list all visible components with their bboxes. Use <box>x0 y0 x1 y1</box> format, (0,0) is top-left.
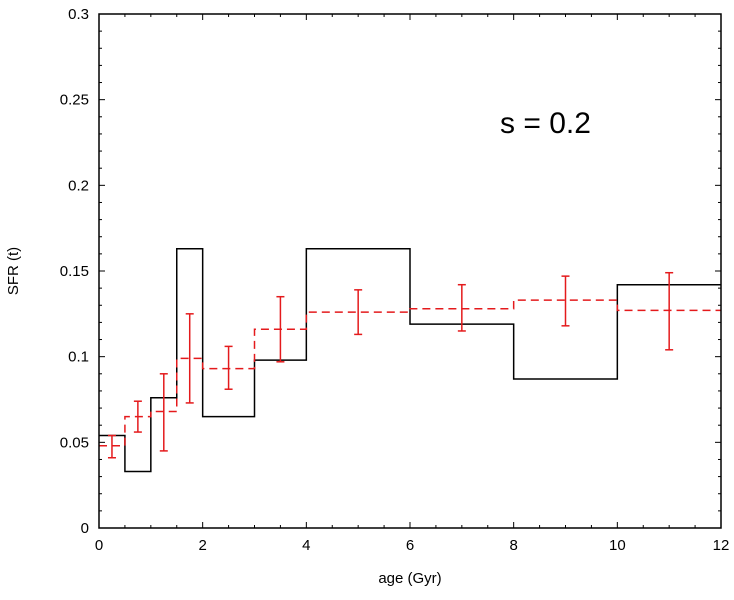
annotation-text: s = 0.2 <box>500 107 591 140</box>
x-tick-label: 6 <box>406 537 414 554</box>
series-layer <box>99 247 721 473</box>
black-step-line <box>99 247 721 473</box>
y-tick-label: 0.3 <box>68 6 89 23</box>
x-tick-label: 0 <box>95 537 103 554</box>
x-tick-label: 12 <box>713 537 730 554</box>
y-tick-label: 0.05 <box>60 434 89 451</box>
x-tick-label: 4 <box>302 537 310 554</box>
x-axis-label: age (Gyr) <box>378 570 441 587</box>
plot-frame <box>98 13 722 529</box>
y-tick-label: 0.1 <box>68 349 89 366</box>
y-tick-label: 0.15 <box>60 263 89 280</box>
x-tick-label: 2 <box>198 537 206 554</box>
ticks-layer: 0 2 4 6 8 10 12 0 0.05 0.1 0.15 0.2 0.25 0.3 <box>60 6 730 554</box>
y-tick-label: 0.2 <box>68 177 89 194</box>
x-tick-label: 8 <box>509 537 517 554</box>
y-tick-label: 0.25 <box>60 92 89 109</box>
red-dashed-step-line <box>99 299 721 447</box>
y-axis-label: SFR (t) <box>5 247 22 295</box>
x-tick-label: 10 <box>609 537 626 554</box>
y-tick-label: 0 <box>81 520 89 537</box>
